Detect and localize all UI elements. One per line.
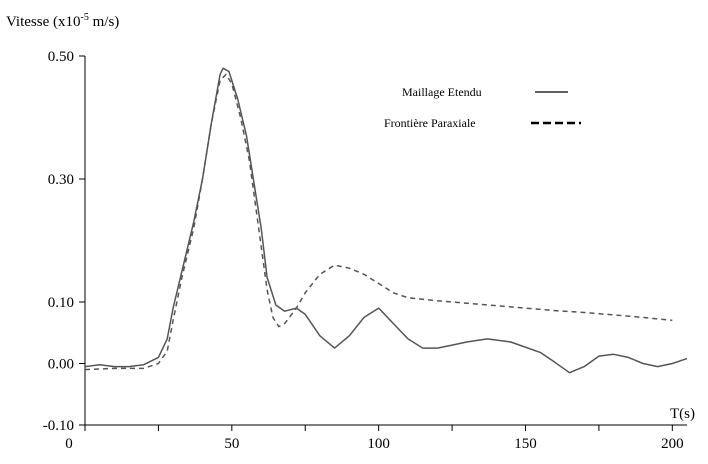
legend-label: Maillage Etendu — [402, 85, 482, 99]
x-tick-label: 50 — [224, 436, 239, 452]
series-line-maillage-etendu — [84, 67, 688, 374]
ticks: -0.10 0.00 0.10 0.30 0.50 0 50 100 150 200 — [43, 49, 684, 452]
x-tick-label: 0 — [65, 436, 73, 452]
series-line-frontiere-paraxiale — [84, 73, 673, 371]
axes — [84, 56, 687, 426]
x-tick-label: 100 — [367, 436, 390, 452]
y-tick-label: 0.30 — [48, 172, 74, 188]
y-axis-label-text: Vitesse (x10 — [6, 14, 81, 30]
y-tick-label: 0.10 — [48, 295, 74, 311]
series-lines — [84, 67, 688, 374]
x-tick-label: 200 — [661, 436, 684, 452]
x-axis-label: T(s) — [670, 406, 695, 422]
legend: Maillage Etendu Frontière Paraxiale — [384, 85, 581, 130]
y-tick-label: -0.10 — [43, 418, 74, 434]
legend-label: Frontière Paraxiale — [384, 116, 476, 130]
y-axis-label: Vitesse (x10-5 m/s) — [6, 12, 119, 30]
y-tick-label: 0.00 — [48, 357, 74, 373]
y-tick-label: 0.50 — [48, 49, 74, 65]
y-axis-label-unit: m/s) — [89, 14, 119, 30]
y-axis-label-exponent: -5 — [81, 12, 89, 23]
x-tick-label: 150 — [514, 436, 537, 452]
